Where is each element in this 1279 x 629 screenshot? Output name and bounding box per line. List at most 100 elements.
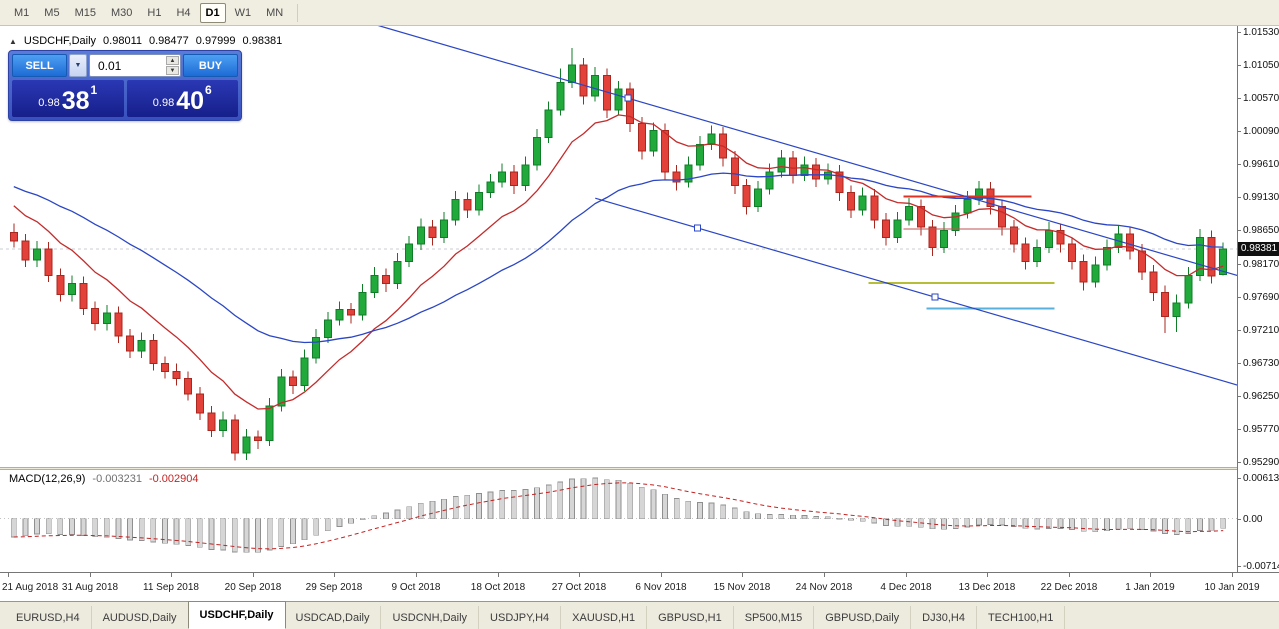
macd-histogram-bar [720, 504, 727, 520]
axis-tick-mark [1238, 65, 1241, 66]
timeframe-button-d1[interactable]: D1 [199, 2, 226, 23]
price-axis-label: 1.00570 [1243, 93, 1279, 104]
candle-body [195, 393, 204, 414]
volume-down-icon[interactable]: ▼ [166, 66, 179, 75]
chart-tab-gbpusd-daily[interactable]: GBPUSD,Daily [814, 606, 912, 629]
timeframe-button-w1[interactable]: W1 [229, 3, 258, 23]
chart-tab-gbpusd-h1[interactable]: GBPUSD,H1 [647, 606, 734, 629]
macd-histogram-bar [348, 518, 354, 524]
candle-body [847, 192, 856, 211]
timeframe-button-m30[interactable]: M30 [105, 3, 138, 23]
candle-body [1149, 271, 1158, 293]
macd-histogram-bar [336, 518, 343, 527]
volume-dropdown-button[interactable]: ▼ [69, 54, 87, 77]
candle-body [788, 157, 797, 176]
macd-histogram-bar [313, 518, 320, 536]
macd-histogram-bar [766, 514, 773, 520]
candle-body [288, 376, 297, 387]
macd-histogram-bar [487, 491, 494, 520]
date-axis-label: 22 Dec 2018 [1040, 582, 1098, 593]
macd-histogram-bar [429, 500, 436, 520]
candle-body [974, 188, 983, 200]
timeframe-button-h1[interactable]: H1 [141, 3, 167, 23]
candle-body [56, 274, 65, 296]
price-axis: 1.01530 1.01050 1.00570 1.00090 0.99610 0.991… [1237, 26, 1279, 572]
candle-body [567, 64, 576, 83]
pane-splitter[interactable] [0, 467, 1237, 470]
macd-histogram-bar [1022, 518, 1029, 529]
current-price-tag: 0.98381 [1238, 242, 1279, 256]
macd-indicator-label: MACD(12,26,9) -0.003231 -0.002904 [9, 473, 199, 485]
chart-tab-usdcad-daily[interactable]: USDCAD,Daily [285, 606, 382, 629]
candle-body [509, 171, 518, 187]
chart-tab-usdcnh-daily[interactable]: USDCNH,Daily [381, 606, 480, 629]
candle-body [393, 260, 402, 285]
macd-histogram-bar [1034, 518, 1041, 530]
date-tick-mark [824, 573, 825, 577]
candle-body [637, 123, 646, 152]
macd-histogram-bar [173, 518, 180, 545]
candle-body [754, 188, 763, 207]
axis-tick-mark [1238, 297, 1241, 298]
axis-tick-mark [1238, 131, 1241, 132]
candle-body [579, 64, 588, 97]
buy-button[interactable]: BUY [183, 54, 238, 77]
timeframe-button-h4[interactable]: H4 [170, 3, 196, 23]
chart-tab-tech100-h1[interactable]: TECH100,H1 [977, 606, 1066, 629]
macd-histogram-bar [243, 518, 250, 553]
macd-histogram-bar [266, 518, 273, 551]
macd-indicator-pane[interactable] [0, 470, 1237, 572]
price-axis-label: 0.97690 [1243, 292, 1279, 303]
candle-body [312, 336, 321, 359]
chart-tab-eurusd-h4[interactable]: EURUSD,H4 [5, 606, 92, 629]
timeframe-button-m15[interactable]: M15 [69, 3, 102, 23]
macd-histogram-bar [1069, 518, 1075, 530]
timeframe-button-mn[interactable]: MN [260, 3, 289, 23]
candle-body [1219, 248, 1228, 275]
macd-histogram-bar [941, 518, 947, 530]
macd-histogram-bar [103, 518, 110, 538]
volume-up-icon[interactable]: ▲ [166, 56, 179, 65]
chart-tab-sp500-m15[interactable]: SP500,M15 [734, 606, 815, 629]
candle-body [1068, 243, 1077, 262]
chart-tab-usdjpy-h4[interactable]: USDJPY,H4 [479, 606, 562, 629]
chart-tab-xauusd-h1[interactable]: XAUUSD,H1 [561, 606, 648, 629]
candle-body [463, 198, 472, 211]
axis-tick-mark [1238, 164, 1241, 165]
collapse-pane-icon[interactable]: ▲ [9, 36, 17, 46]
macd-axis-label: 0.00 [1243, 514, 1263, 525]
macd-histogram-bar [522, 489, 529, 520]
timeframe-button-m1[interactable]: M1 [8, 3, 35, 23]
candle-body [67, 283, 76, 296]
chart-tab-usdchf-daily[interactable]: USDCHF,Daily [187, 601, 286, 629]
macd-histogram-bar [976, 518, 982, 526]
date-axis-label: 1 Jan 2019 [1125, 582, 1175, 593]
ask-price-prefix: 0.98 [152, 97, 175, 109]
axis-tick-mark [1238, 519, 1241, 520]
candle-body [1102, 247, 1111, 266]
bid-price-button[interactable]: 0.98 38 1 [12, 80, 124, 117]
macd-histogram-bar [1115, 518, 1122, 530]
chart-tab-audusd-daily[interactable]: AUDUSD,Daily [92, 606, 189, 629]
candle-body [451, 198, 460, 221]
candle-body [998, 205, 1007, 228]
volume-input[interactable]: 0.01 ▲ ▼ [89, 54, 181, 77]
macd-histogram-bar [417, 502, 424, 520]
candle-body [498, 171, 507, 183]
candle-body [951, 212, 960, 231]
candle-body [358, 291, 367, 316]
sell-button[interactable]: SELL [12, 54, 67, 77]
macd-name: MACD(12,26,9) [9, 473, 86, 485]
chart-tab-dj30-h4[interactable]: DJ30,H4 [911, 606, 977, 629]
timeframe-button-m5[interactable]: M5 [38, 3, 65, 23]
macd-histogram-bar [638, 486, 645, 520]
macd-histogram-bar [731, 507, 738, 520]
date-tick-mark [416, 573, 417, 577]
price-chart-pane[interactable] [0, 26, 1237, 467]
macd-histogram-bar [127, 518, 133, 541]
chart-open-value: 0.98011 [103, 35, 142, 47]
trendline-handle [931, 293, 939, 301]
ask-price-button[interactable]: 0.98 40 6 [126, 80, 238, 117]
macd-histogram-bar [185, 518, 192, 546]
trend-channel-line [377, 26, 1237, 277]
